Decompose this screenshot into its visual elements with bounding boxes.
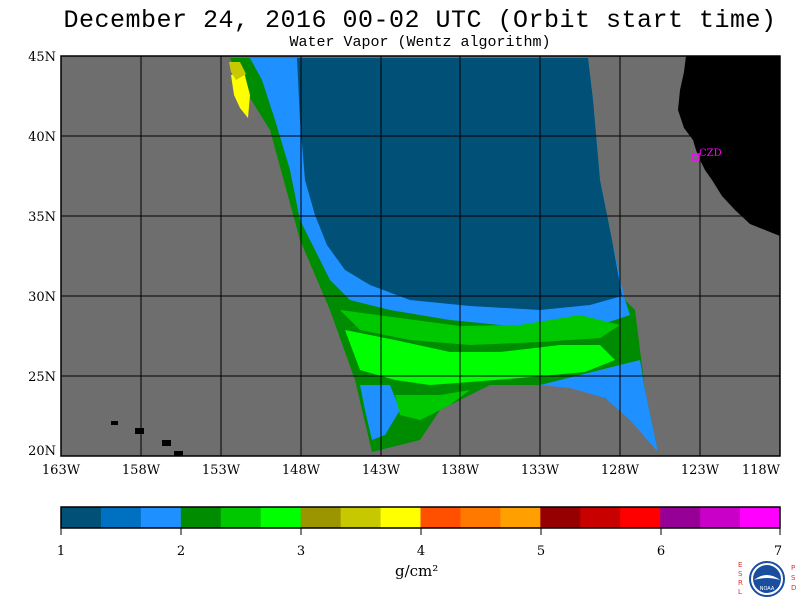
map-border — [60, 55, 781, 457]
swath-edge-olive — [229, 62, 246, 80]
swath-band-medium-green — [340, 310, 620, 345]
colorbar-cell — [500, 507, 541, 528]
colorbar-cell — [100, 507, 142, 528]
station-box — [692, 153, 700, 161]
land — [111, 56, 780, 456]
lat-label: 45N — [28, 50, 56, 65]
lat-label: 40N — [28, 130, 56, 145]
colorbar-cell — [340, 507, 382, 528]
lat-label: 35N — [28, 210, 56, 225]
colorbar-label: 5 — [537, 544, 545, 559]
lat-label: 30N — [28, 290, 56, 305]
logo-letter: S — [738, 570, 743, 578]
colorbar-label: 3 — [297, 544, 305, 559]
noaa-logo-disc — [753, 565, 781, 593]
logo-letter: E — [738, 561, 742, 569]
swath — [229, 58, 658, 452]
logo-letter: P — [791, 564, 795, 572]
map-title: December 24, 2016 00-02 UTC (Orbit start… — [63, 6, 777, 35]
logo-letter: L — [738, 588, 742, 596]
lon-label: 143W — [362, 463, 401, 478]
colorbar-cell — [740, 507, 781, 528]
colorbar-label: 1 — [57, 544, 65, 559]
colorbar-labels: 1 2 3 4 5 6 7 — [57, 544, 782, 559]
lon-label: 138W — [441, 463, 480, 478]
lon-label: 133W — [521, 463, 560, 478]
colorbar-cell — [620, 507, 661, 528]
colorbar-cell — [140, 507, 182, 528]
lon-label: 148W — [282, 463, 321, 478]
lon-label: 163W — [42, 463, 81, 478]
logo-letter: D — [791, 584, 796, 592]
hawaii-island-3 — [162, 440, 171, 446]
colorbar-cell — [700, 507, 741, 528]
colorbar-cell — [420, 507, 461, 528]
hawaii-island-2 — [135, 428, 144, 434]
lat-label: 25N — [28, 370, 56, 385]
colorbar-cell — [300, 507, 342, 528]
colorbar-units: g/cm² — [395, 562, 439, 580]
colorbar-cell — [220, 507, 262, 528]
colorbar-cell — [460, 507, 501, 528]
lon-label: 128W — [601, 463, 640, 478]
colorbar-cell — [580, 507, 621, 528]
hawaii-island-4 — [174, 451, 183, 456]
lon-label: 118W — [742, 463, 781, 478]
logo-right-letters: P S D — [791, 564, 796, 592]
colorbar — [61, 507, 781, 528]
noaa-esrl-psd-logo: E S R L NOAA P S D — [738, 561, 796, 597]
station-marker: CZD — [692, 148, 722, 161]
swath-low-green — [395, 390, 470, 420]
logo-letter: R — [738, 579, 743, 587]
map-subtitle: Water Vapor (Wentz algorithm) — [289, 34, 551, 51]
colorbar-label: 7 — [774, 544, 782, 559]
colorbar-label: 6 — [657, 544, 665, 559]
noaa-logo-text: NOAA — [760, 586, 775, 592]
lat-labels: 45N 40N 35N 30N 25N 20N — [28, 50, 56, 459]
logo-left-letters: E S R L — [738, 561, 743, 596]
swath-lower-blue-left — [360, 385, 400, 440]
colorbar-label: 4 — [417, 544, 425, 559]
map-grid — [61, 56, 780, 456]
swath-band-bright-green — [345, 330, 615, 385]
lon-label: 153W — [202, 463, 241, 478]
lon-labels: 163W 158W 153W 148W 143W 138W 133W 128W … — [42, 463, 781, 478]
lon-label: 158W — [122, 463, 161, 478]
lon-label: 123W — [681, 463, 720, 478]
colorbar-label: 2 — [177, 544, 185, 559]
colorbar-cell — [260, 507, 302, 528]
logo-letter: S — [791, 574, 796, 582]
lat-label: 20N — [28, 444, 56, 459]
colorbar-cell — [61, 507, 102, 528]
colorbar-cell — [660, 507, 701, 528]
colorbar-cell — [380, 507, 421, 528]
station-label: CZD — [699, 148, 722, 159]
swath-lower-blue — [540, 360, 658, 452]
north-america-land — [678, 56, 780, 236]
swath-edge-yellow — [231, 72, 250, 118]
colorbar-cell — [180, 507, 222, 528]
colorbar-cell — [540, 507, 581, 528]
hawaii-island-1 — [111, 421, 118, 425]
colorbar-ticks — [60, 528, 781, 535]
noaa-logo-bird — [754, 575, 780, 580]
